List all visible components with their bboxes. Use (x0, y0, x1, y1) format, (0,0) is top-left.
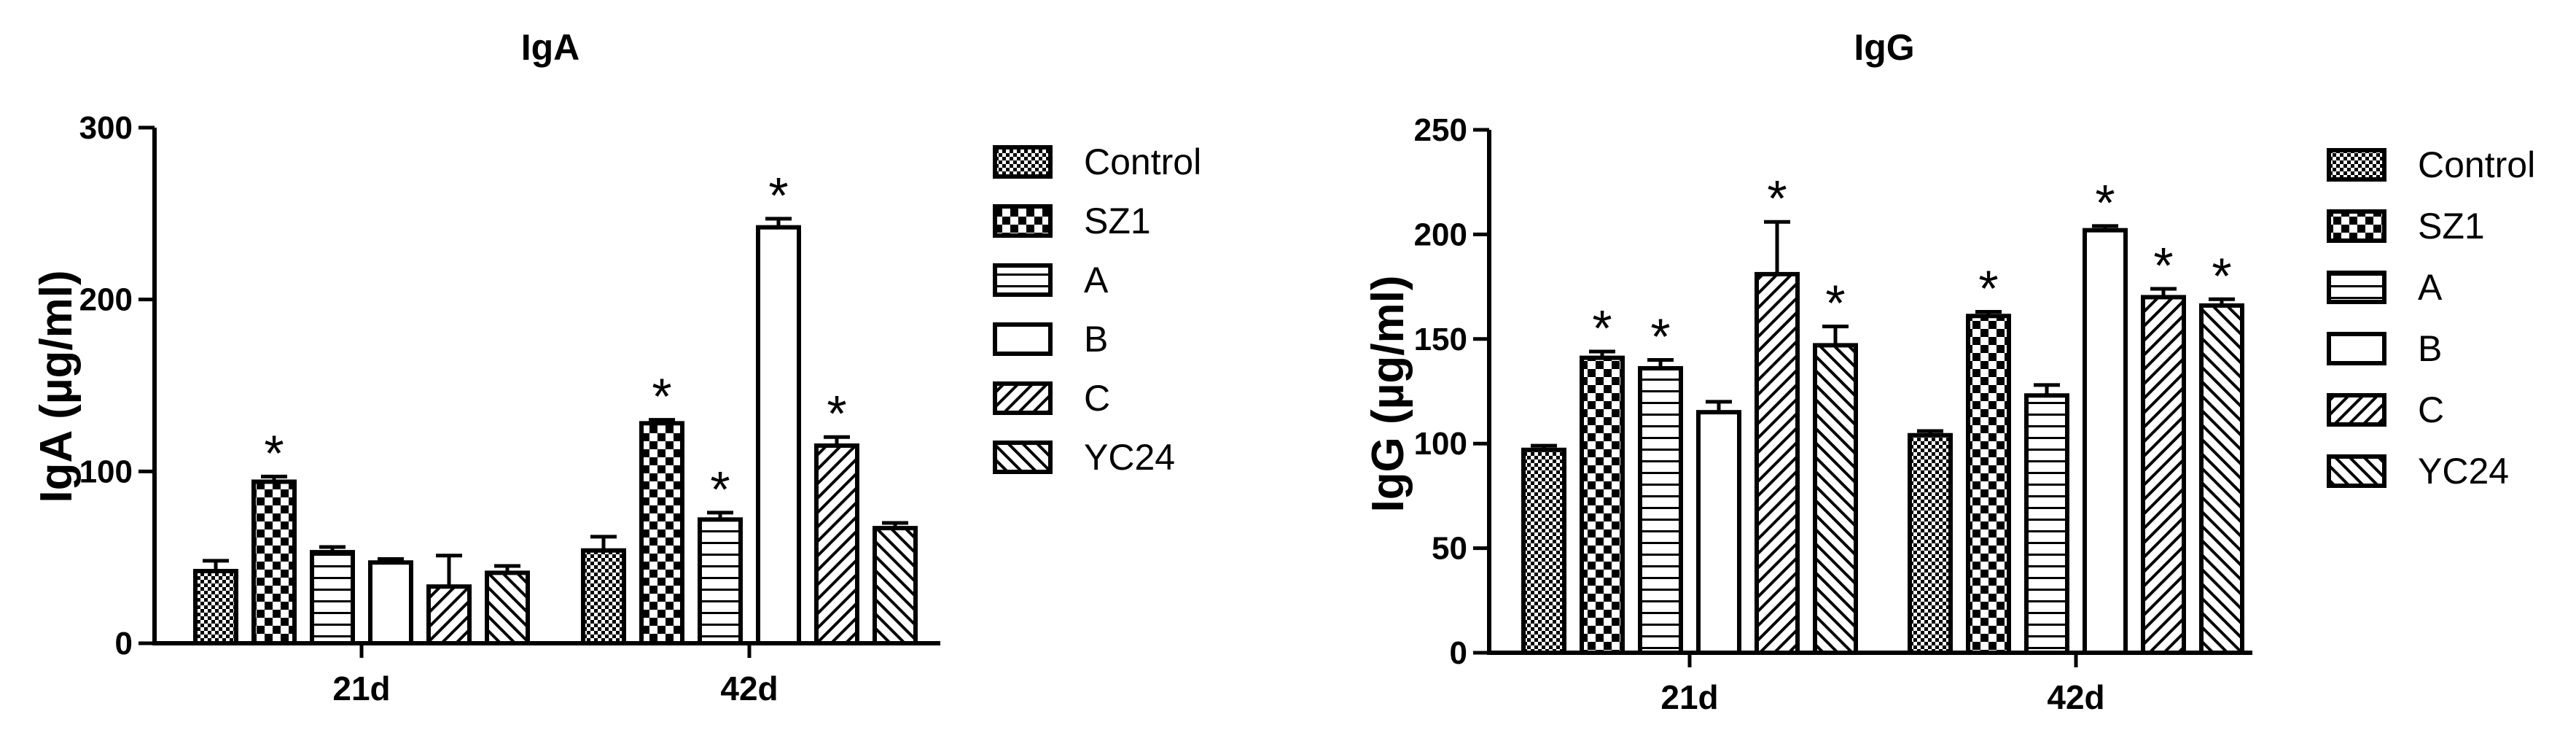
legend-label: C (1084, 378, 1110, 419)
legend-label: YC24 (2418, 451, 2509, 492)
legend-label: A (2418, 267, 2443, 308)
bar-a (1638, 365, 1683, 655)
legend-label: Control (2418, 144, 2535, 185)
x-tick-label: 42d (720, 670, 778, 707)
significance-marker: * (1767, 170, 1787, 227)
bar-b (368, 560, 413, 646)
legend-swatch (2327, 393, 2386, 427)
x-tick-label: 42d (2047, 678, 2104, 716)
y-tick-label: 0 (1450, 635, 1467, 671)
legend-swatch (993, 145, 1053, 179)
bar-a (2024, 393, 2069, 656)
significance-marker: * (827, 385, 846, 442)
x-tick-label: 21d (1660, 678, 1718, 716)
legend-swatch (2327, 209, 2386, 243)
x-tick-label: 21d (332, 670, 390, 707)
legend-label: B (2418, 328, 2442, 369)
bar-c (2141, 295, 2186, 655)
bar-control (1908, 432, 1953, 656)
chart-title: IgA (521, 27, 580, 68)
y-tick-label: 150 (1414, 322, 1467, 357)
significance-marker: * (264, 424, 284, 481)
significance-marker: * (1978, 260, 1998, 317)
y-tick-label: 100 (1414, 426, 1467, 462)
significance-marker: * (1592, 300, 1612, 357)
legend-swatch (2327, 332, 2386, 365)
significance-marker: * (768, 167, 788, 224)
chart-panel-igg: IgG IgG (µg/ml) 0 50 100 150 200 250 21d * * * * 42… (1363, 27, 2535, 716)
legend-label: A (1084, 260, 1109, 300)
legend-swatch (2327, 454, 2386, 488)
significance-marker: * (2212, 247, 2231, 304)
bar-a (698, 517, 743, 645)
legend-label: SZ1 (2418, 206, 2485, 247)
y-tick-label: 300 (79, 110, 133, 146)
significance-marker: * (2095, 174, 2115, 231)
legend: Control SZ1 ABC YC24 (993, 141, 1201, 478)
significance-marker: * (1825, 275, 1845, 332)
legend-label: YC24 (1084, 437, 1175, 478)
plot-area: 0 50 100 150 200 250 21d * * * * 42d * * * * (1414, 112, 2252, 716)
legend-swatch (993, 441, 1053, 474)
bar-yc24 (873, 526, 918, 645)
bar-sz1 (1966, 314, 2011, 655)
legend-label: SZ1 (1084, 201, 1151, 241)
bar-control (581, 548, 626, 645)
significance-marker: * (710, 461, 730, 518)
legend-swatch (993, 263, 1053, 297)
bar-yc24 (1813, 343, 1858, 655)
legend-swatch (993, 322, 1053, 356)
legend-swatch (2327, 148, 2386, 182)
bar-sz1 (639, 421, 684, 645)
legend-swatch (993, 204, 1053, 238)
plot-area: 0 100 200 300 21d * 42d * * * * (79, 110, 940, 707)
bar-c (1755, 271, 1800, 655)
y-tick-label: 50 (1432, 531, 1467, 567)
legend-swatch (2327, 271, 2386, 304)
y-axis-label: IgG (µg/ml) (1363, 275, 1413, 512)
legend-label: Control (1084, 141, 1201, 182)
bar-b (2083, 228, 2128, 655)
chart-panel-iga: IgA IgA (µg/ml) 0 100 200 300 21d * 42d * * * * Co… (31, 27, 1201, 707)
bar-yc24 (485, 570, 530, 645)
significance-marker: * (2153, 237, 2173, 294)
legend: Control SZ1 ABC YC24 (2327, 144, 2535, 492)
legend-label: B (1084, 319, 1108, 360)
y-tick-label: 200 (79, 282, 133, 318)
bar-sz1 (251, 479, 297, 645)
bar-c (814, 443, 859, 645)
bar-a (310, 550, 355, 646)
legend-label: C (2418, 389, 2444, 430)
chart-title: IgG (1854, 27, 1914, 68)
significance-marker: * (652, 368, 671, 425)
y-tick-label: 100 (79, 454, 133, 489)
y-tick-label: 200 (1414, 217, 1467, 252)
y-tick-label: 250 (1414, 112, 1467, 148)
y-axis-label: IgA (µg/ml) (31, 270, 82, 503)
y-tick-label: 0 (115, 626, 133, 662)
bar-yc24 (2199, 303, 2244, 655)
bar-control (1521, 447, 1566, 656)
bar-c (426, 584, 472, 645)
bar-sz1 (1580, 355, 1625, 655)
bar-control (193, 569, 238, 646)
bar-b (1696, 410, 1741, 655)
bar-b (756, 225, 801, 646)
significance-marker: * (1650, 308, 1670, 365)
legend-swatch (993, 381, 1053, 415)
